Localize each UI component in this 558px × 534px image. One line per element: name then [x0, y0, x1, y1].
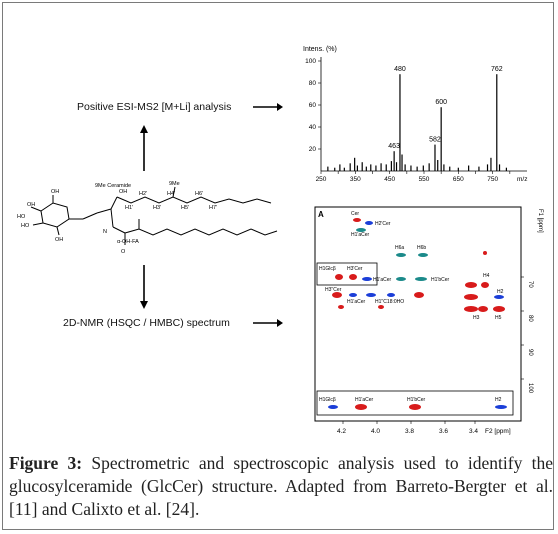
arrow-right-nmr — [253, 319, 283, 327]
nmr-spectrum-chart: A F1 [ppm] F2 [ppm] 4.2 4.0 3.8 3.6 3.4 … — [314, 206, 543, 435]
svg-text:H3'Cer: H3'Cer — [347, 266, 363, 272]
ms-xlabel: m/z — [517, 176, 527, 183]
ms-ytick-label: 60 — [309, 102, 317, 109]
caption-text: Spectrometric and spectroscopic analysis… — [9, 453, 553, 519]
ms-peak-label: 600 — [435, 99, 447, 106]
ms-spectrum-chart: Intens. (%) m/z 20 40 60 80 100 250 350 450 550 6… — [303, 46, 527, 183]
svg-text:OH: OH — [27, 202, 35, 208]
ms-peak-label: 480 — [394, 66, 406, 73]
ms-ytick-label: 40 — [309, 124, 317, 131]
arrow-up — [140, 125, 148, 171]
svg-text:H2'Cer: H2'Cer — [375, 221, 391, 227]
ms-peak-label: 463 — [388, 143, 400, 150]
ms-xtick-label: 450 — [384, 176, 395, 183]
figure-panel: Positive ESI-MS2 [M+Li] analysis — [2, 2, 554, 530]
ms-analysis-label: Positive ESI-MS2 [M+Li] analysis — [77, 101, 232, 113]
nmr-xtick: 3.6 — [439, 428, 448, 435]
ms-xtick-label: 250 — [316, 176, 327, 183]
nmr-f2-label: F2 [ppm] — [485, 428, 511, 435]
svg-text:OH: OH — [51, 189, 59, 195]
svg-text:H1'aCer: H1'aCer — [355, 397, 374, 403]
nmr-ytick: 80 — [527, 315, 533, 322]
svg-text:HO: HO — [21, 223, 30, 229]
arrow-right-ms — [253, 103, 283, 111]
ms-ylabel: Intens. (%) — [303, 46, 337, 53]
svg-text:OH: OH — [55, 237, 63, 243]
nmr-f1-label: F1 [ppm] — [537, 209, 543, 233]
svg-text:H1'bCer: H1'bCer — [431, 277, 450, 283]
nmr-ytick: 100 — [527, 383, 533, 394]
ms-xtick-label: 650 — [453, 176, 464, 183]
nmr-ytick: 70 — [527, 281, 533, 288]
nmr-ytick: 90 — [527, 349, 533, 356]
svg-text:H1Glcβ: H1Glcβ — [319, 266, 336, 272]
svg-text:H5': H5' — [181, 205, 189, 211]
svg-text:HO: HO — [17, 214, 26, 220]
nmr-panel-letter: A — [318, 210, 324, 219]
ms-peak-label: 582 — [429, 137, 441, 144]
ms-ytick-label: 100 — [305, 58, 316, 65]
glucosylceramide-structure: 9Me Ceramide OH HO HO OH OH OH N O α-OH-… — [17, 181, 278, 255]
svg-text:H1''C18:0HO: H1''C18:0HO — [375, 299, 404, 305]
nmr-xtick: 4.0 — [371, 428, 380, 435]
svg-text:H4': H4' — [167, 191, 175, 197]
caption-prefix: Figure 3: — [9, 453, 83, 473]
arrow-down — [140, 265, 148, 309]
svg-text:Cer: Cer — [351, 211, 359, 217]
svg-text:H1'aCer: H1'aCer — [351, 232, 370, 238]
svg-text:H2: H2 — [495, 397, 502, 403]
svg-text:H1'aCer: H1'aCer — [347, 299, 366, 305]
nmr-xtick: 3.4 — [469, 428, 478, 435]
svg-text:H2: H2 — [497, 289, 504, 295]
nmr-analysis-label: 2D-NMR (HSQC / HMBC) spectrum — [63, 317, 230, 329]
ms-xtick-label: 550 — [419, 176, 430, 183]
svg-text:N: N — [103, 229, 107, 235]
nmr-xtick: 3.8 — [405, 428, 414, 435]
svg-text:H6': H6' — [195, 191, 203, 197]
svg-text:H1Glcβ: H1Glcβ — [319, 397, 336, 403]
svg-text:H6a: H6a — [395, 245, 404, 251]
ms-xtick-label: 350 — [350, 176, 361, 183]
svg-text:H5: H5 — [495, 315, 502, 321]
svg-text:α-OH-FA: α-OH-FA — [117, 239, 139, 245]
struct-title: 9Me Ceramide — [95, 183, 131, 189]
svg-text:H6b: H6b — [417, 245, 426, 251]
svg-text:H1'bCer: H1'bCer — [407, 397, 426, 403]
svg-text:O: O — [121, 249, 126, 255]
svg-text:H4: H4 — [483, 273, 490, 279]
svg-text:H1'aCer: H1'aCer — [373, 277, 392, 283]
svg-text:9Me: 9Me — [169, 181, 180, 187]
svg-text:H1': H1' — [125, 205, 133, 211]
ms-peak-label: 762 — [491, 66, 503, 73]
ms-ytick-label: 80 — [309, 80, 317, 87]
nmr-xtick: 4.2 — [337, 428, 346, 435]
svg-text:H7': H7' — [209, 205, 217, 211]
figure-caption: Figure 3: Spectrometric and spectroscopi… — [9, 452, 553, 521]
ms-xtick-label: 750 — [487, 176, 498, 183]
svg-text:OH: OH — [119, 189, 127, 195]
svg-text:H3': H3' — [153, 205, 161, 211]
ms-ytick-label: 20 — [309, 146, 317, 153]
svg-text:H3: H3 — [473, 315, 480, 321]
svg-text:H2': H2' — [139, 191, 147, 197]
svg-text:H3''Cer: H3''Cer — [325, 287, 342, 293]
